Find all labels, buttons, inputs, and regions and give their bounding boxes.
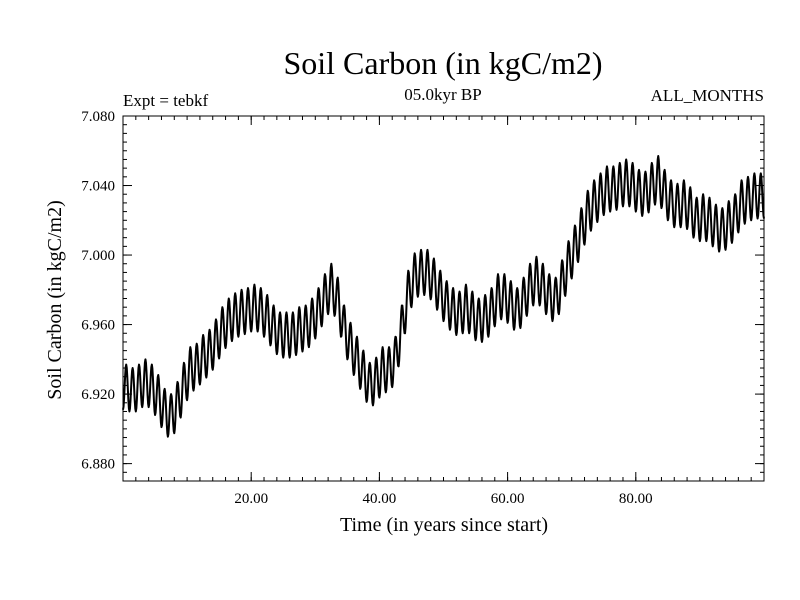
y-axis-label: Soil Carbon (in kgC/m2) [44, 200, 66, 399]
y-tick-label: 6.880 [81, 457, 115, 473]
x-tick-label: 80.00 [619, 491, 653, 507]
x-tick-label: 40.00 [363, 491, 397, 507]
x-tick-label: 60.00 [491, 491, 525, 507]
y-tick-label: 6.920 [81, 387, 115, 403]
x-axis-label: Time (in years since start) [340, 514, 548, 536]
chart-title: Soil Carbon (in kgC/m2) [283, 45, 602, 81]
plot-frame [122, 115, 765, 482]
y-tick-label: 6.960 [81, 318, 115, 334]
chart-subtitle: 05.0kyr BP [404, 85, 481, 104]
plot-area [122, 115, 765, 482]
x-axis: 20.00 40.00 60.00 80.00 [135, 116, 752, 507]
y-axis: 6.880 6.920 6.960 7.000 7.040 7.080 [81, 109, 764, 482]
experiment-label: Expt = tebkf [123, 91, 208, 110]
y-tick-label: 7.040 [81, 179, 115, 195]
months-label: ALL_MONTHS [651, 86, 764, 105]
y-tick-label: 7.080 [81, 109, 115, 125]
y-tick-label: 7.000 [81, 248, 115, 264]
x-tick-label: 20.00 [234, 491, 268, 507]
soil-carbon-series-line [122, 154, 765, 438]
series-layer [122, 154, 765, 438]
